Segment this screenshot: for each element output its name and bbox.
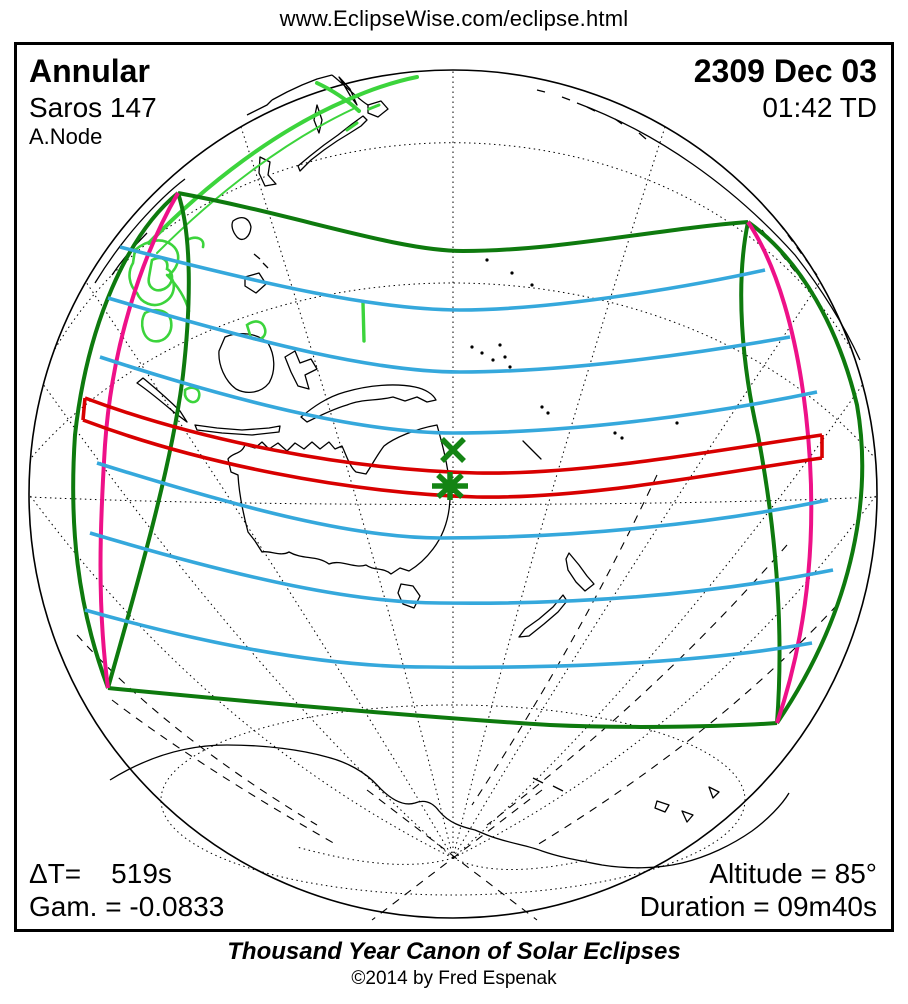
series-title: Thousand Year Canon of Solar Eclipses: [227, 938, 681, 965]
eclipse-globe-map: [28, 69, 878, 921]
dashed-lines: [76, 222, 838, 921]
delta-t-value: 519s: [111, 857, 172, 889]
website-url: www.EclipseWise.com/eclipse.html: [279, 6, 629, 31]
delta-t-gamma-block: ΔT= 519s Gam. = -0.0833: [29, 857, 224, 923]
delta-t-label: ΔT=: [29, 857, 82, 889]
eclipse-map-panel: Annular Saros 147 A.Node 2309 Dec 03 01:…: [14, 42, 894, 932]
node-label: A.Node: [29, 123, 103, 149]
greatest-eclipse-marker: [432, 472, 468, 500]
eclipse-date-block: 2309 Dec 03 01:42 TD: [694, 53, 877, 124]
magnitude-lines-blue: [84, 245, 834, 670]
eclipse-type-block: Annular Saros 147 A.Node: [29, 53, 157, 150]
central-path-red: [81, 396, 824, 499]
antarctica-coast: [109, 744, 790, 869]
pacific-islands: [470, 258, 679, 460]
globe-outline: [28, 69, 878, 919]
coastlines: [94, 74, 790, 869]
eclipse-time: 01:42 TD: [762, 91, 877, 123]
altitude-line: Altitude = 85°: [709, 857, 877, 889]
delta-t-line: ΔT= 519s: [29, 857, 224, 890]
sunrise-sunset-magenta: [98, 191, 814, 724]
duration-line: Duration = 09m40s: [639, 890, 877, 922]
saros-number: Saros 147: [29, 91, 157, 123]
gamma-line: Gam. = -0.0833: [29, 890, 225, 922]
altitude-duration-block: Altitude = 85° Duration = 09m40s: [640, 857, 877, 923]
x-marker: [440, 437, 466, 463]
penumbra-limit-green: [71, 191, 865, 729]
copyright-line: ©2014 by Fred Espenak: [351, 968, 557, 989]
eclipse-type: Annular: [29, 53, 150, 89]
eclipse-date: 2309 Dec 03: [693, 53, 877, 89]
